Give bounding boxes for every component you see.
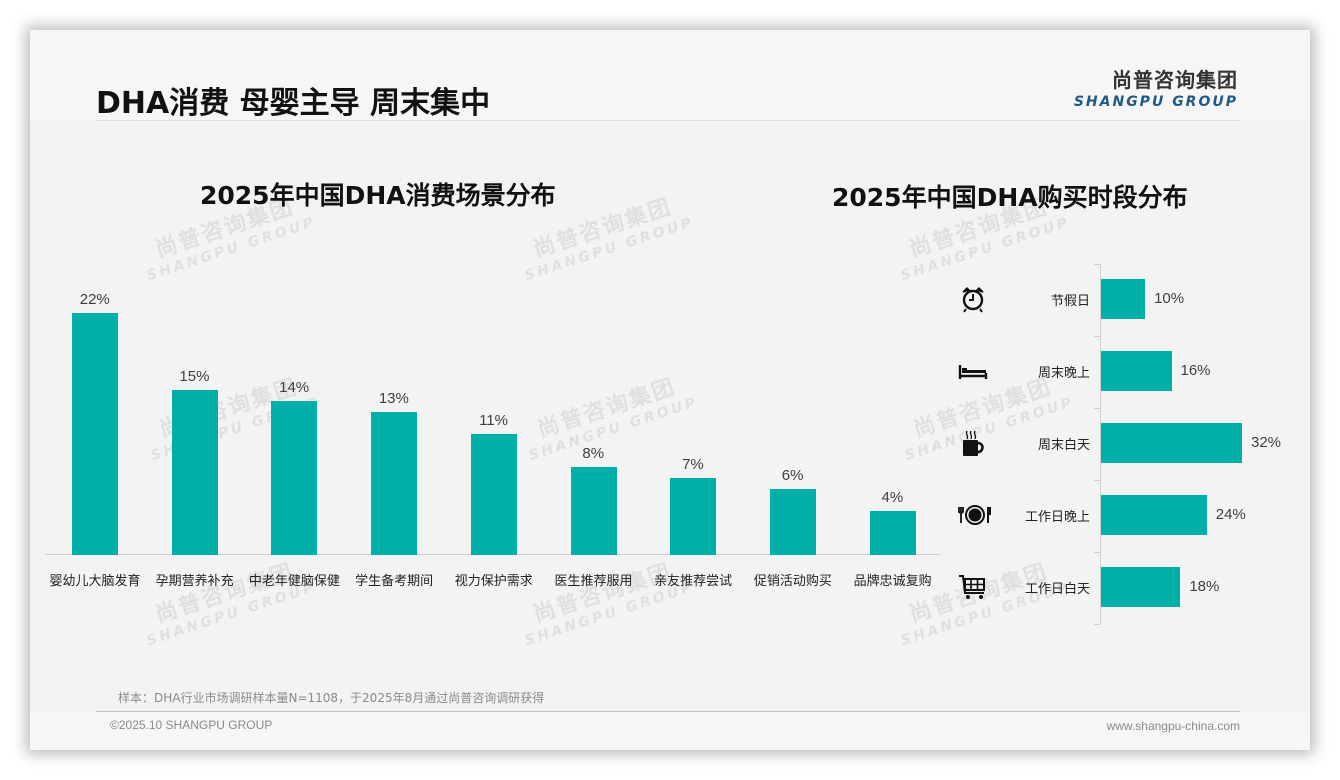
bar bbox=[1101, 567, 1181, 607]
watermark: 尚普咨询集团 SHANGPU GROUP bbox=[144, 559, 319, 650]
footer-divider bbox=[96, 711, 1240, 712]
category-label: 亲友推荐尝试 bbox=[654, 574, 733, 589]
category-label: 婴幼儿大脑发育 bbox=[49, 574, 141, 589]
slide: DHA消费 母婴主导 周末集中 尚普咨询集团 SHANGPU GROUP 尚普咨… bbox=[30, 30, 1310, 750]
sample-note: 样本：DHA行业市场调研样本量N=1108，于2025年8月通过尚普咨询调研获得 bbox=[118, 691, 545, 705]
copyright: ©2025.10 SHANGPU GROUP bbox=[110, 718, 273, 732]
bar-column: 13% bbox=[344, 285, 444, 555]
bar bbox=[271, 401, 318, 555]
bar bbox=[1101, 279, 1146, 319]
bar-column: 22% bbox=[45, 285, 145, 555]
category-label: 促销活动购买 bbox=[753, 574, 832, 589]
company-logo: 尚普咨询集团 SHANGPU GROUP bbox=[1074, 64, 1238, 110]
category-label: 孕期营养补充 bbox=[155, 574, 234, 589]
bar-value-label: 7% bbox=[682, 456, 704, 473]
bar-value-label: 24% bbox=[1215, 506, 1246, 523]
category-label: 节假日 bbox=[1050, 294, 1090, 309]
watermark: 尚普咨询集团 SHANGPU GROUP bbox=[522, 559, 697, 650]
website-link[interactable]: www.shangpu-china.com bbox=[1106, 719, 1240, 733]
bar bbox=[171, 390, 218, 555]
axis-tick bbox=[1094, 336, 1100, 337]
bar-column: 15% bbox=[145, 285, 245, 555]
bar-row: 工作日白天 18% bbox=[930, 567, 1310, 607]
bar-column: 14% bbox=[244, 285, 344, 555]
scenario-bar-chart: 22% 15% 14% 13% 11% 8% 7% 6% 4% bbox=[45, 285, 940, 555]
bar-value-label: 13% bbox=[378, 390, 409, 407]
bar-value-label: 15% bbox=[179, 368, 210, 385]
bar-column: 7% bbox=[643, 285, 743, 555]
header-divider bbox=[96, 120, 1240, 121]
bar bbox=[869, 511, 916, 555]
category-label: 工作日晚上 bbox=[1024, 510, 1090, 525]
bar-value-label: 4% bbox=[881, 489, 904, 506]
bar-value-label: 10% bbox=[1154, 290, 1185, 307]
alarm-clock-icon bbox=[958, 285, 988, 313]
page-title: DHA消费 母婴主导 周末集中 bbox=[96, 86, 491, 121]
logo-en: SHANGPU GROUP bbox=[1073, 94, 1238, 110]
category-label: 视力保护需求 bbox=[454, 574, 533, 589]
bar-column: 4% bbox=[843, 285, 943, 555]
bar-value-label: 18% bbox=[1189, 578, 1220, 595]
bar-value-label: 11% bbox=[479, 412, 508, 429]
bar bbox=[1101, 351, 1172, 391]
category-label: 周末白天 bbox=[1037, 438, 1090, 453]
axis-tick bbox=[1094, 408, 1100, 409]
bar bbox=[570, 467, 617, 555]
right-chart-title: 2025年中国DHA购买时段分布 bbox=[832, 183, 1188, 212]
y-axis-line bbox=[1100, 264, 1101, 624]
bar bbox=[1101, 423, 1242, 463]
axis-tick bbox=[1094, 480, 1100, 481]
category-label: 品牌忠诚复购 bbox=[853, 574, 932, 589]
bar-value-label: 16% bbox=[1180, 362, 1211, 379]
bar bbox=[470, 434, 517, 555]
bar bbox=[72, 313, 118, 555]
bar-value-label: 6% bbox=[781, 467, 804, 484]
footer-band bbox=[30, 712, 1310, 750]
bar-value-label: 8% bbox=[582, 445, 605, 462]
bar-column: 6% bbox=[743, 285, 843, 555]
dining-plate-icon bbox=[958, 501, 991, 529]
shopping-cart-icon bbox=[958, 573, 988, 601]
left-chart-title: 2025年中国DHA消费场景分布 bbox=[200, 181, 556, 210]
bed-icon bbox=[958, 357, 988, 385]
category-label: 中老年健脑保健 bbox=[248, 574, 340, 589]
axis-tick bbox=[1094, 624, 1100, 625]
bar-column: 8% bbox=[544, 285, 644, 555]
bar bbox=[769, 489, 816, 555]
bar-column: 11% bbox=[444, 285, 544, 555]
header-band bbox=[30, 30, 1310, 120]
bar bbox=[670, 478, 717, 555]
bar-row: 周末晚上 16% bbox=[930, 351, 1310, 391]
bar-row: 工作日晚上 24% bbox=[930, 495, 1310, 535]
axis-tick bbox=[1094, 264, 1100, 265]
bar bbox=[1101, 495, 1207, 535]
coffee-mug-icon bbox=[958, 429, 988, 457]
category-label: 学生备考期间 bbox=[355, 574, 434, 589]
bar-value-label: 32% bbox=[1251, 434, 1282, 451]
category-label: 医生推荐服用 bbox=[554, 574, 633, 589]
bar-value-label: 14% bbox=[279, 379, 310, 396]
category-label: 周末晚上 bbox=[1037, 366, 1090, 381]
logo-cn: 尚普咨询集团 bbox=[1112, 68, 1238, 92]
category-label: 工作日白天 bbox=[1024, 582, 1090, 597]
bar-value-label: 22% bbox=[79, 291, 110, 308]
bar-row: 周末白天 32% bbox=[930, 423, 1310, 463]
bar-row: 节假日 10% bbox=[930, 279, 1310, 319]
axis-tick bbox=[1094, 552, 1100, 553]
bar bbox=[371, 412, 418, 555]
